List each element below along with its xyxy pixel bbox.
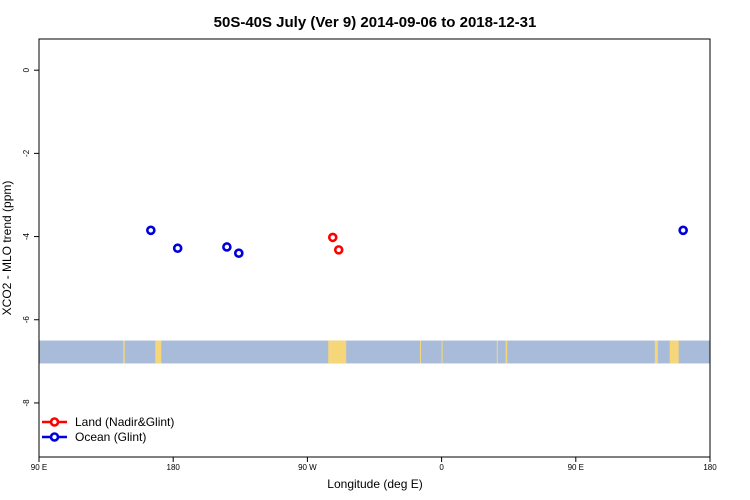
x-tick-label: 90 E	[31, 463, 47, 472]
data-point	[678, 225, 688, 236]
land-patch	[669, 340, 679, 364]
data-point	[146, 225, 156, 236]
data-points	[146, 225, 688, 258]
y-tick-label: -6	[22, 316, 31, 324]
chart-title: 50S-40S July (Ver 9) 2014-09-06 to 2018-…	[214, 14, 537, 31]
land-patch	[123, 340, 125, 364]
data-point	[234, 248, 244, 258]
ocean-band	[39, 340, 710, 364]
land-patch	[505, 340, 508, 364]
x-axis: 90 E 180 90 W 0 90 E 180	[31, 457, 717, 472]
data-point	[327, 232, 338, 243]
x-tick-label: 90 E	[568, 463, 584, 472]
data-point	[222, 242, 232, 252]
x-tick-label: 0	[439, 463, 444, 472]
y-axis-label: XCO2 - MLO trend (ppm)	[0, 181, 14, 316]
plot-frame	[38, 38, 711, 458]
y-tick-label: -2	[22, 149, 31, 157]
y-tick-label: -4	[22, 232, 31, 240]
x-axis-label: Longitude (deg E)	[327, 477, 422, 491]
legend-label: Land (Nadir&Glint)	[75, 415, 174, 429]
legend-marker	[49, 417, 60, 427]
land-patch	[419, 340, 421, 364]
land-patch	[654, 340, 658, 364]
x-tick-label: 90 W	[298, 463, 317, 472]
land-patch	[496, 340, 498, 364]
land-patch	[441, 340, 443, 364]
y-tick-label: -8	[22, 399, 31, 407]
data-point	[172, 243, 183, 254]
y-tick-label: 0	[22, 67, 31, 72]
x-tick-label: 180	[167, 463, 181, 472]
legend-marker	[49, 432, 60, 442]
legend-label: Ocean (Glint)	[75, 430, 146, 444]
land-patch	[155, 340, 162, 364]
x-tick-label: 180	[703, 463, 717, 472]
y-axis: 0 -2 -4 -6 -8	[22, 67, 39, 406]
data-point	[333, 245, 344, 255]
legend: Land (Nadir&Glint)Ocean (Glint)	[42, 415, 174, 444]
land-patch	[328, 340, 347, 364]
map-strip	[39, 340, 710, 364]
